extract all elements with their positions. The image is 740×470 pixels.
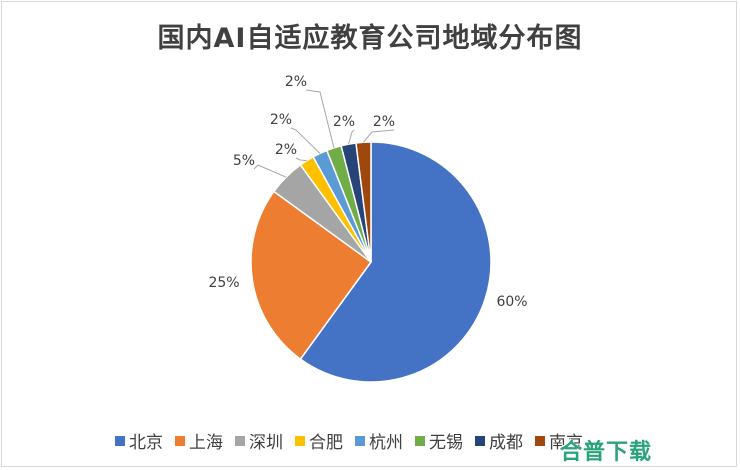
legend-label: 无锡 <box>429 433 463 453</box>
legend-swatch <box>235 435 245 446</box>
legend-swatch <box>355 435 365 446</box>
legend-label: 成都 <box>489 433 523 453</box>
leader-line-6 <box>305 89 335 148</box>
leader-line-3 <box>253 164 287 178</box>
legend-item-4: 合肥 <box>295 428 343 453</box>
data-label-6: 2% <box>285 74 307 90</box>
legend-label: 杭州 <box>369 433 403 453</box>
data-label-1: 60% <box>496 294 527 310</box>
legend-swatch <box>535 435 545 446</box>
data-label-5: 2% <box>270 112 292 128</box>
leader-line-4 <box>295 157 307 162</box>
data-label-4: 2% <box>275 142 297 158</box>
legend-item-2: 上海 <box>175 428 223 453</box>
pie-slice-1 <box>299 141 492 383</box>
legend-swatch <box>175 435 185 446</box>
legend-label: 南京 <box>549 433 583 453</box>
watermark-logo: 合普下载 <box>560 440 653 465</box>
data-label-2: 25% <box>208 275 239 291</box>
legend-swatch <box>295 435 305 446</box>
legend-item-6: 无锡 <box>415 428 463 453</box>
legend-label: 深圳 <box>249 433 283 453</box>
leader-line-5 <box>290 127 321 154</box>
leader-line-8 <box>363 129 395 143</box>
legend-item-1: 北京 <box>115 428 163 453</box>
legend-label: 合肥 <box>309 433 343 453</box>
legend-swatch <box>475 435 485 446</box>
chart-legend: 北京 上海 深圳 合肥 杭州 无锡 成都 南京 <box>115 428 595 453</box>
data-label-7: 2% <box>333 114 355 130</box>
chart-title: 国内AI自适应教育公司地域分布图 <box>157 23 583 54</box>
legend-item-3: 深圳 <box>235 428 283 453</box>
legend-swatch <box>115 435 125 446</box>
legend-label: 上海 <box>189 433 223 453</box>
data-label-8: 2% <box>373 114 395 130</box>
legend-label: 北京 <box>129 433 163 453</box>
legend-item-8: 南京 <box>535 428 583 453</box>
pie-slice-2 <box>250 190 373 361</box>
legend-item-5: 杭州 <box>355 428 403 453</box>
legend-item-7: 成都 <box>475 428 523 453</box>
leader-line-7 <box>348 129 355 145</box>
data-label-3: 5% <box>233 153 255 169</box>
legend-swatch <box>415 435 425 446</box>
